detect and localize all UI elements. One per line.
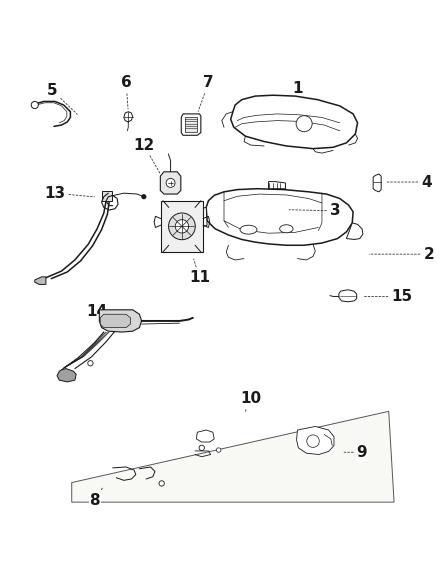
Polygon shape <box>268 182 285 189</box>
Text: 14: 14 <box>86 304 115 319</box>
Polygon shape <box>181 114 201 135</box>
Circle shape <box>175 220 189 233</box>
Polygon shape <box>196 430 214 442</box>
Polygon shape <box>346 223 363 239</box>
Polygon shape <box>124 112 133 122</box>
Circle shape <box>168 213 195 239</box>
Circle shape <box>142 194 146 199</box>
Text: 10: 10 <box>240 391 261 412</box>
Polygon shape <box>339 290 357 302</box>
Ellipse shape <box>240 225 257 234</box>
Circle shape <box>216 448 221 452</box>
Text: 15: 15 <box>364 289 413 304</box>
Text: 13: 13 <box>44 186 95 201</box>
Circle shape <box>88 360 93 366</box>
Polygon shape <box>72 411 394 502</box>
Text: 11: 11 <box>189 259 210 285</box>
Polygon shape <box>373 174 381 192</box>
Ellipse shape <box>280 225 293 233</box>
Text: 9: 9 <box>343 445 367 460</box>
Polygon shape <box>185 117 197 132</box>
Circle shape <box>166 179 175 187</box>
Text: 8: 8 <box>90 488 102 508</box>
Circle shape <box>31 102 39 109</box>
Polygon shape <box>100 314 130 328</box>
Polygon shape <box>188 207 207 227</box>
Polygon shape <box>102 191 112 201</box>
Circle shape <box>199 445 204 450</box>
Polygon shape <box>297 426 334 454</box>
Polygon shape <box>231 95 358 149</box>
Circle shape <box>307 435 319 447</box>
Polygon shape <box>160 172 181 194</box>
Text: 4: 4 <box>387 175 432 190</box>
Text: 5: 5 <box>47 84 78 114</box>
Text: 6: 6 <box>121 75 131 109</box>
Polygon shape <box>99 310 142 332</box>
Circle shape <box>296 116 312 132</box>
Polygon shape <box>57 369 76 382</box>
Polygon shape <box>35 277 46 284</box>
Text: 2: 2 <box>369 246 434 262</box>
Text: 7: 7 <box>198 75 214 112</box>
Text: 1: 1 <box>288 81 303 109</box>
Text: 3: 3 <box>289 203 340 218</box>
Circle shape <box>159 481 164 486</box>
Text: 12: 12 <box>133 138 160 174</box>
Polygon shape <box>161 201 203 252</box>
Polygon shape <box>206 189 353 245</box>
